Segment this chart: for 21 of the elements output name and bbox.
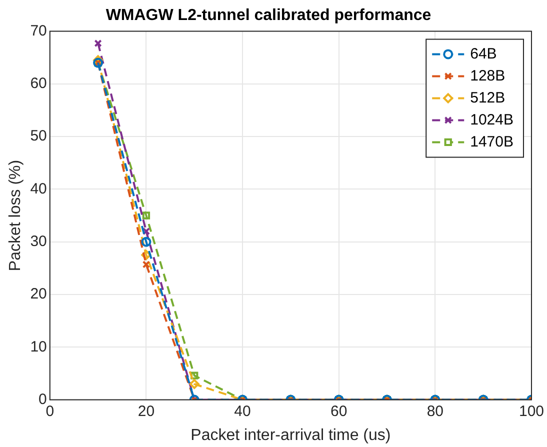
legend-label: 1024B: [470, 111, 514, 128]
x-tick-label: 40: [234, 402, 251, 420]
y-tick-label: 70: [30, 22, 47, 40]
y-tick-label: 60: [30, 75, 47, 92]
x-axis-title: Packet inter-arrival time (us): [190, 426, 391, 444]
y-tick-label: 0: [38, 390, 47, 408]
y-tick-label: 50: [30, 128, 47, 145]
y-tick-label: 10: [30, 338, 47, 356]
x-tick-label: 60: [330, 402, 348, 420]
y-tick-label: 40: [30, 180, 47, 198]
legend-label: 1470B: [470, 133, 514, 150]
x-tick-label: 80: [426, 402, 444, 420]
x-tick-label: 20: [138, 402, 155, 420]
y-tick-label: 20: [30, 286, 47, 303]
x-tick-label: 100: [518, 402, 544, 420]
y-tick-label: 30: [30, 232, 47, 250]
chart-title: WMAGW L2-tunnel calibrated performance: [106, 7, 432, 24]
legend-label: 64B: [470, 45, 497, 62]
y-axis-title: Packet loss (%): [7, 160, 24, 272]
legend-label: 512B: [470, 89, 506, 106]
legend-label: 128B: [470, 67, 506, 84]
